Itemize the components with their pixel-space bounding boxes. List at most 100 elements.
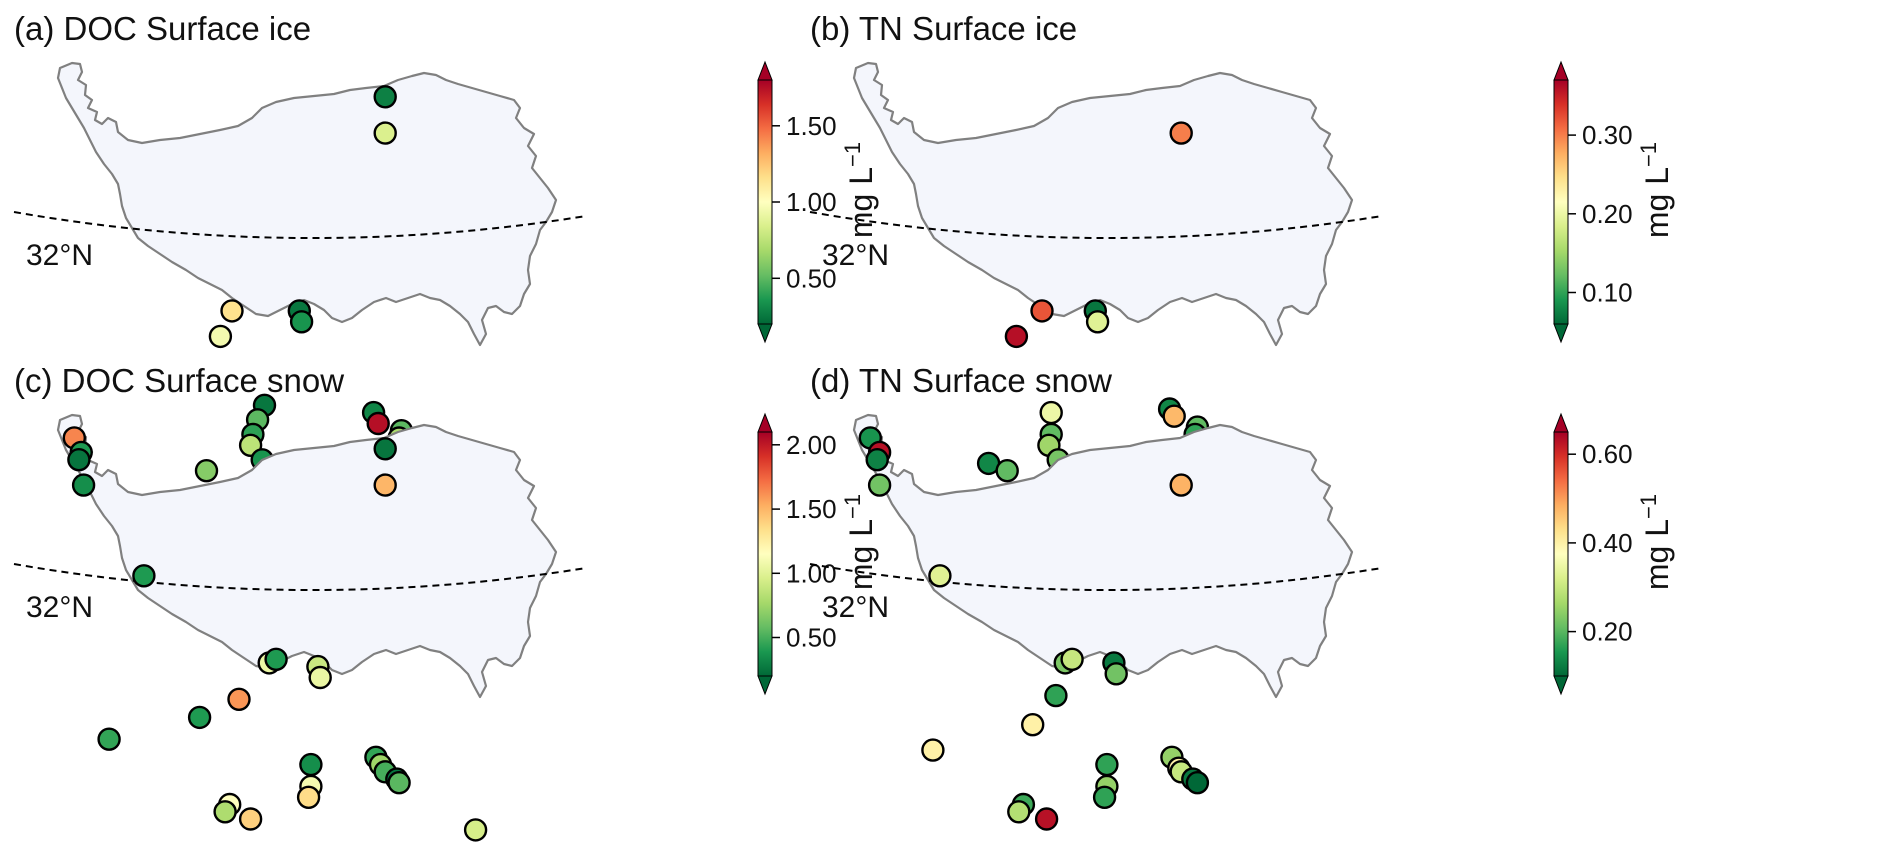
sample-point [1060, 647, 1084, 671]
colorbar-tick-label: 0.20 [1582, 199, 1633, 229]
latitude-label: 32°N [822, 591, 889, 624]
colorbar-ticks: 0.501.001.50 [772, 111, 837, 293]
sample-point [387, 771, 411, 795]
colorbar-tick-label: 0.30 [1582, 120, 1633, 150]
colorbar-max-arrow [1553, 60, 1569, 81]
colorbar-min-arrow [1553, 675, 1569, 696]
sample-point [865, 447, 889, 472]
latitude-32n-line [809, 563, 1383, 592]
sample-point [67, 447, 91, 472]
latitude-label: 32°N [26, 591, 93, 624]
sample-point [373, 121, 397, 145]
colorbar-ticks: 0.20 0.40 0.60 [1568, 439, 1633, 647]
colorbar: 0.10 0.20 0.30 mg L−1 [1553, 60, 1676, 344]
colorbar-tick-label: 1.50 [786, 111, 837, 141]
sample-point [1007, 800, 1031, 824]
colorbar-tick-label: 0.10 [1582, 278, 1633, 308]
sample-point [373, 437, 397, 461]
sample-point [187, 705, 212, 730]
sample-point [1092, 785, 1117, 809]
sample-point [213, 800, 237, 824]
colorbar: 0.501.001.50 mg L−1 [757, 60, 880, 344]
sample-point [220, 299, 244, 323]
sample-point [1020, 713, 1045, 737]
sample-point [1185, 771, 1210, 795]
sample-point [928, 564, 952, 588]
sample-point [995, 459, 1019, 483]
sample-point [296, 785, 321, 809]
colorbar-ticks: 0.50 1.00 1.50 2.00 [772, 430, 837, 653]
sample-point [299, 752, 323, 777]
sample-point [373, 473, 397, 497]
colorbar-tick-label: 0.50 [786, 263, 837, 293]
panel-title: (b) TN Surface ice [810, 10, 1077, 47]
sample-point [1162, 404, 1186, 428]
colorbar-max-arrow [757, 60, 773, 81]
panel-d: (d) TN Surface snow 32°N 0.20 0.40 0.60 mg… [809, 362, 1676, 831]
colorbar-units-label: mg L−1 [1636, 142, 1676, 238]
colorbar-tick-label: 0.20 [1582, 617, 1633, 647]
sample-point [97, 727, 121, 751]
panel-title: (d) TN Surface snow [810, 362, 1112, 399]
sample-point [194, 459, 219, 483]
sample-point [463, 818, 488, 842]
latitude-32n-line [809, 211, 1383, 240]
sample-points [62, 426, 488, 842]
sample-point [71, 473, 96, 497]
colorbar-tick-label: 0.50 [786, 623, 837, 653]
colorbar-units-label: mg L−1 [1636, 494, 1676, 590]
sample-point [1169, 121, 1193, 145]
sample-point [1104, 662, 1128, 686]
sample-point [308, 665, 332, 690]
panel-title: (c) DOC Surface snow [14, 362, 344, 399]
colorbar-body [758, 80, 772, 324]
colorbar-max-arrow [757, 412, 773, 433]
sample-point [867, 473, 892, 497]
sample-point [1169, 473, 1193, 497]
colorbar-max-arrow [1553, 412, 1569, 433]
colorbar-body [758, 432, 772, 676]
panel-title: (a) DOC Surface ice [14, 10, 311, 47]
sample-point [373, 85, 397, 109]
sample-point [921, 738, 945, 762]
colorbar-units-label: mg L−1 [840, 494, 880, 590]
colorbar-tick-label: 0.40 [1582, 528, 1633, 558]
colorbar-body [1554, 432, 1568, 676]
sample-points [858, 426, 1210, 831]
sample-point [227, 687, 251, 711]
tibetan-plateau-outline [56, 413, 558, 699]
colorbar-units-label: mg L−1 [840, 142, 880, 238]
sample-point [289, 310, 314, 334]
colorbar-ticks: 0.10 0.20 0.30 [1568, 120, 1633, 308]
panel-a: (a) DOC Surface ice 32°N 0.501.001.50 mg… [13, 10, 880, 490]
sample-point [1085, 310, 1110, 334]
sample-point [1034, 807, 1059, 831]
tibetan-plateau-outline [56, 61, 558, 347]
sample-point [208, 324, 233, 349]
sample-point [366, 411, 390, 436]
latitude-32n-line [13, 211, 587, 240]
latitude-32n-line [13, 563, 587, 592]
tibetan-plateau-outline [852, 413, 1354, 699]
colorbar-tick-label: 2.00 [786, 430, 837, 460]
sample-point [132, 564, 156, 588]
colorbar-min-arrow [1553, 323, 1569, 344]
panel-b: (b) TN Surface ice 32°N 0.10 0.20 0.30 mg … [809, 10, 1676, 483]
colorbar: 0.20 0.40 0.60 mg L−1 [1553, 412, 1676, 696]
sample-point [1004, 324, 1029, 349]
sample-point [1095, 752, 1119, 777]
sample-point [1030, 299, 1054, 323]
colorbar-tick-label: 1.00 [786, 558, 837, 588]
colorbar-min-arrow [757, 675, 773, 696]
latitude-label: 32°N [822, 239, 889, 272]
tibetan-plateau-outline [852, 61, 1354, 347]
sample-point [1039, 400, 1063, 425]
colorbar: 0.50 1.00 1.50 2.00 mg L−1 [757, 412, 880, 696]
colorbar-tick-label: 1.50 [786, 494, 837, 524]
sample-point [238, 807, 263, 831]
panel-c: (c) DOC Surface snow 32°N 0.50 1.00 1.50 2.… [13, 362, 880, 842]
latitude-label: 32°N [26, 239, 93, 272]
colorbar-min-arrow [757, 323, 773, 344]
colorbar-tick-label: 0.60 [1582, 439, 1633, 469]
